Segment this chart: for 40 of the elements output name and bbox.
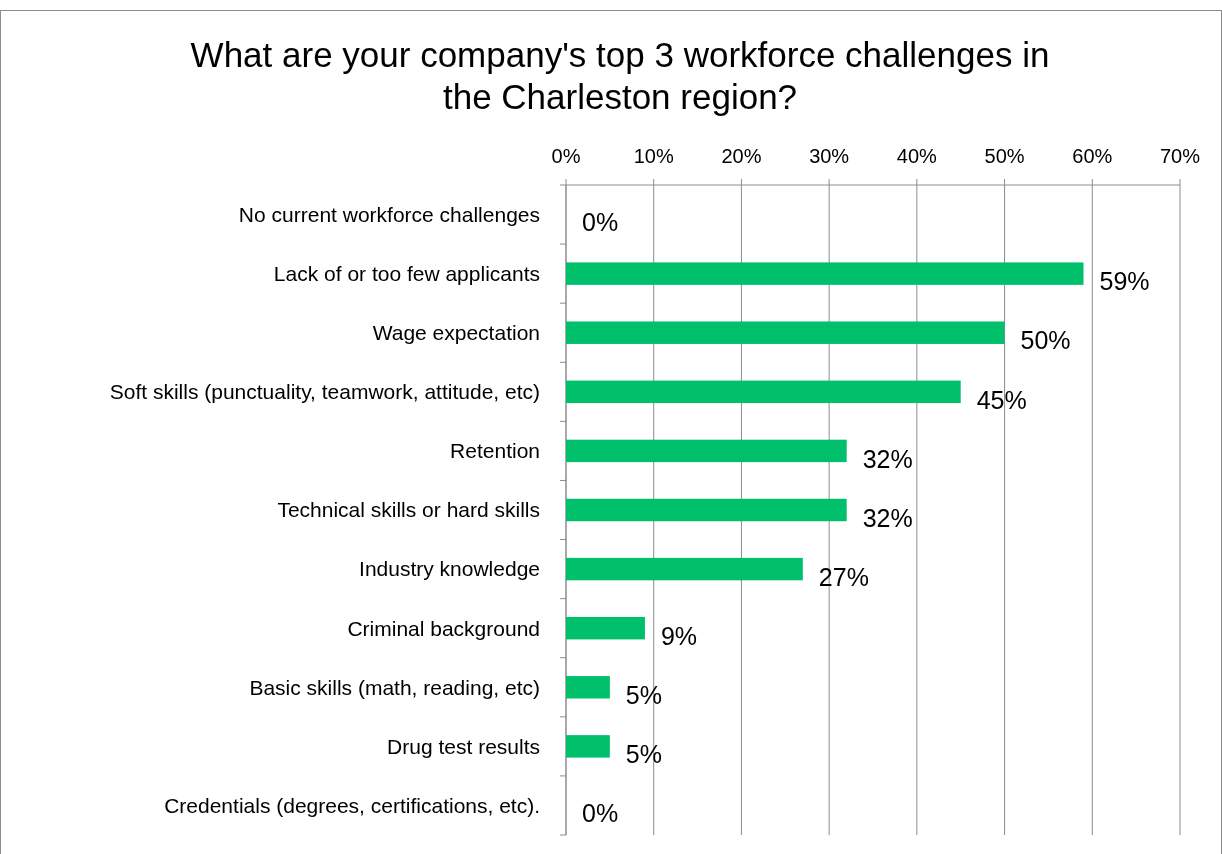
y-tick-label: Retention	[450, 439, 540, 463]
x-tick-label: 70%	[1159, 145, 1201, 167]
x-tick-label: 0%	[551, 145, 581, 167]
chart-title: What are your company's top 3 workforce challenges in the Charleston region?	[190, 35, 1050, 116]
y-tick-label: Credentials (degrees, certifications, etc).	[164, 793, 540, 817]
data-label: 5%	[625, 681, 662, 710]
x-tick-label: 50%	[984, 145, 1025, 167]
y-tick-label: Lack of or too few applicants	[273, 261, 540, 285]
data-label: 0%	[582, 208, 619, 237]
data-label: 50%	[1020, 326, 1071, 355]
y-tick-label: Criminal background	[347, 616, 540, 640]
bar	[566, 557, 803, 581]
bar	[566, 616, 645, 640]
x-tick-label: 60%	[1072, 145, 1113, 167]
bar	[566, 439, 847, 463]
bar	[566, 321, 1005, 344]
bar	[566, 498, 847, 522]
y-tick-label: Drug test results	[387, 734, 540, 758]
bar	[566, 380, 961, 404]
y-tick-label: Basic skills (math, reading, etc)	[249, 675, 540, 699]
data-label: 59%	[1099, 267, 1150, 296]
bar	[566, 262, 1084, 285]
bar	[566, 676, 610, 699]
bar	[566, 735, 610, 758]
data-label: 27%	[818, 562, 869, 591]
data-label: 32%	[862, 503, 913, 532]
data-label: 32%	[862, 444, 913, 473]
y-tick-label: No current workforce challenges	[238, 202, 540, 226]
data-label: 9%	[660, 621, 698, 650]
y-tick-label: Industry knowledge	[359, 557, 540, 581]
y-tick-label: Wage expectation	[372, 321, 540, 345]
data-label: 0%	[582, 799, 619, 828]
y-tick-label: Technical skills or hard skills	[277, 498, 540, 522]
data-label: 45%	[976, 385, 1027, 414]
y-tick-label: Soft skills (punctuality, teamwork, attitude, etc)	[109, 380, 540, 404]
x-tick-label: 40%	[896, 145, 938, 167]
x-tick-label: 30%	[809, 145, 850, 167]
data-label: 5%	[625, 740, 662, 769]
x-tick-label: 20%	[721, 145, 762, 167]
x-tick-label: 10%	[633, 145, 674, 167]
